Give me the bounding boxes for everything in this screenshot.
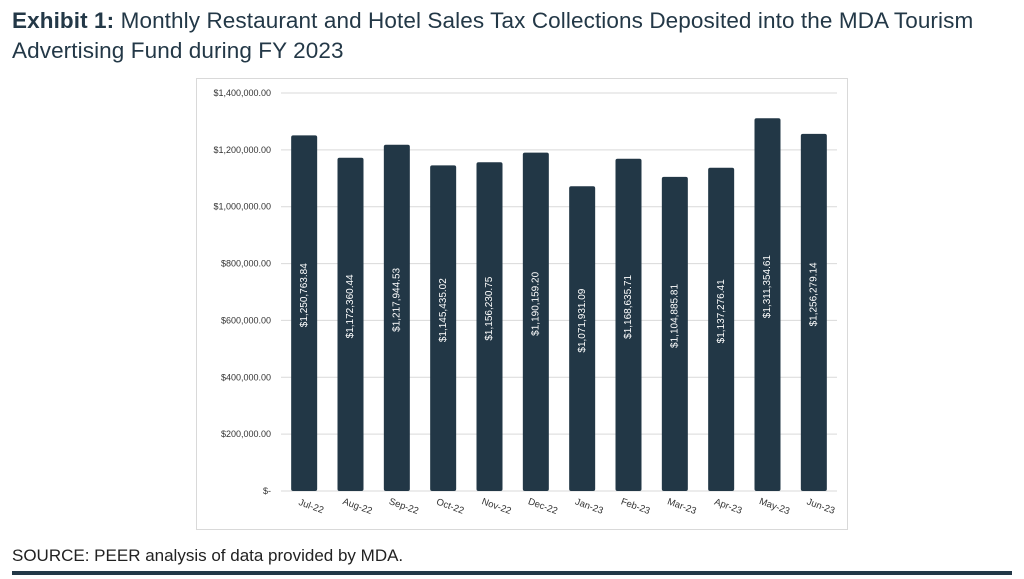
exhibit-title: Exhibit 1: Monthly Restaurant and Hotel … — [12, 6, 1012, 66]
bar — [661, 176, 688, 491]
exhibit-title-text: Monthly Restaurant and Hotel Sales Tax C… — [12, 8, 974, 63]
bar — [383, 144, 410, 491]
x-tick-label: Apr-23 — [713, 497, 744, 517]
bar-data-label: $1,156,230.75 — [484, 276, 495, 340]
bar — [754, 118, 781, 491]
y-tick-label: $1,200,000.00 — [213, 145, 271, 155]
x-tick-label: Jun-23 — [805, 497, 836, 517]
y-tick-label: $1,400,000.00 — [213, 88, 271, 98]
bar-data-label: $1,172,360.44 — [345, 274, 356, 338]
bar — [337, 157, 364, 492]
bar — [708, 167, 735, 491]
bar-data-label: $1,250,763.84 — [299, 263, 310, 327]
y-tick-label: $200,000.00 — [221, 429, 271, 439]
x-tick-label: Sep-22 — [387, 496, 420, 517]
y-tick-label: $600,000.00 — [221, 315, 271, 325]
bottom-rule — [12, 571, 1012, 575]
y-tick-label: $1,000,000.00 — [213, 202, 271, 212]
bar — [291, 135, 318, 491]
bar-chart: $- $200,000.00 $400,000.00 $600,000.00 $800,… — [213, 88, 837, 517]
bar-data-label: $1,190,159.20 — [530, 271, 541, 335]
bar — [522, 152, 549, 492]
y-tick-label: $800,000.00 — [221, 259, 271, 269]
exhibit-title-prefix: Exhibit 1: — [12, 8, 115, 33]
x-tick-label: May-23 — [758, 496, 792, 517]
bar-data-label: $1,256,279.14 — [808, 262, 819, 326]
y-tick-label: $- — [263, 486, 271, 496]
bar-data-label: $1,168,635.71 — [623, 274, 634, 338]
y-tick-label: $400,000.00 — [221, 372, 271, 382]
chart-area: $- $200,000.00 $400,000.00 $600,000.00 $800,… — [196, 78, 848, 530]
source-note: SOURCE: PEER analysis of data provided b… — [12, 546, 404, 565]
bar — [430, 165, 457, 491]
bar-data-label: $1,311,354.61 — [762, 255, 773, 319]
x-tick-label: Oct-22 — [435, 497, 466, 517]
bar — [800, 133, 827, 491]
bar-data-label: $1,217,944.53 — [391, 267, 402, 331]
x-tick-label: Jul-22 — [297, 497, 325, 516]
bar — [476, 162, 503, 491]
bar-data-label: $1,137,276.41 — [716, 279, 727, 343]
bar-data-label: $1,145,435.02 — [438, 278, 449, 342]
bar — [615, 158, 642, 491]
bar-data-label: $1,071,931.09 — [577, 288, 588, 352]
x-tick-label: Feb-23 — [619, 496, 651, 517]
x-tick-label: Dec-22 — [526, 496, 559, 517]
bar-data-label: $1,104,885.81 — [669, 284, 680, 348]
x-tick-label: Nov-22 — [480, 496, 513, 517]
x-tick-label: Aug-22 — [341, 496, 374, 517]
bar — [569, 186, 596, 491]
x-tick-label: Jan-23 — [573, 497, 604, 517]
x-tick-label: Mar-23 — [666, 496, 698, 517]
